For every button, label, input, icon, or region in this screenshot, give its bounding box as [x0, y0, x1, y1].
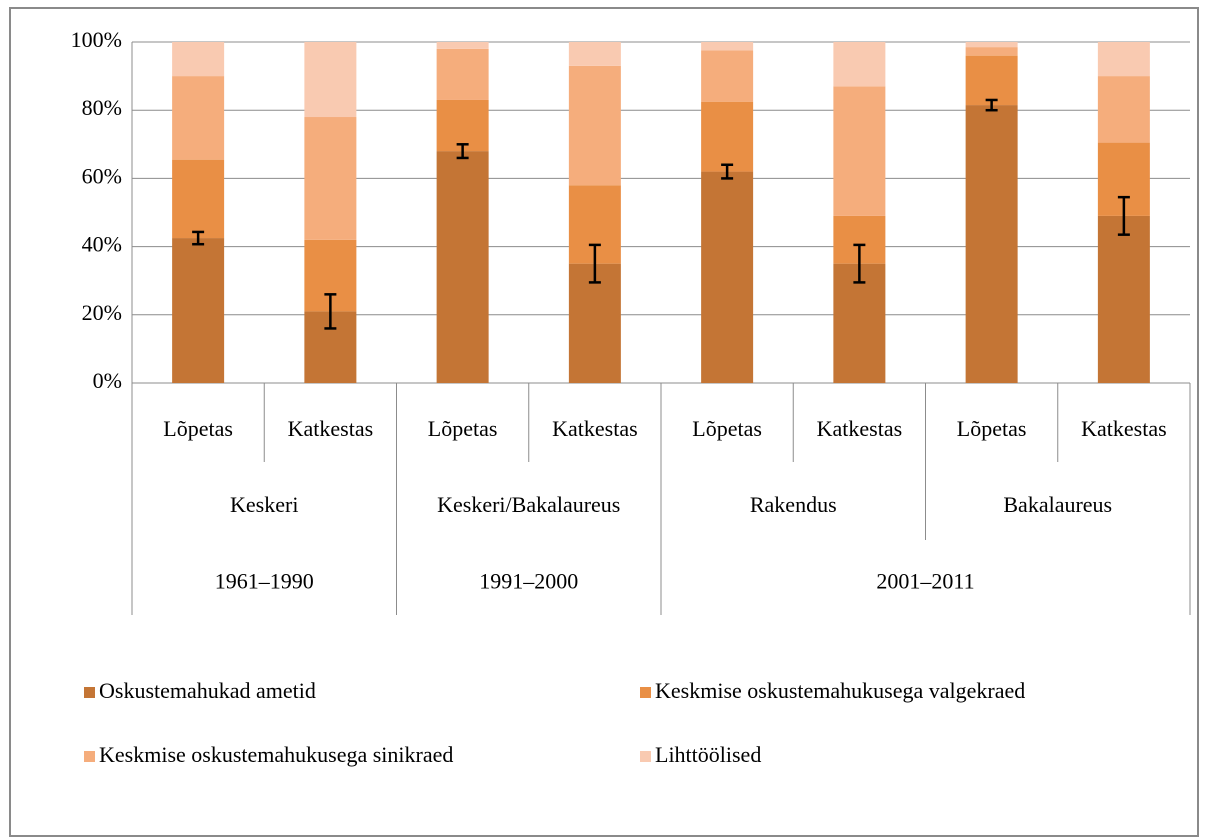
x-tick-label: Lõpetas [428, 416, 498, 441]
x-tick-label: Lõpetas [957, 416, 1027, 441]
error-bar [456, 143, 469, 160]
bar-segment [1097, 76, 1150, 143]
legend-swatch [640, 751, 651, 762]
legend-swatch [84, 687, 95, 698]
bar-segment [304, 117, 357, 240]
legend-label: Lihttöölised [655, 742, 761, 767]
error-bar [324, 293, 337, 330]
legend-label: Keskmise oskustemahukusega sinikraed [99, 742, 453, 767]
group-label: 1961–1990 [215, 569, 314, 594]
bar-segment [701, 101, 754, 172]
error-bar [192, 230, 205, 246]
x-tick-label: Lõpetas [163, 416, 233, 441]
bar-segment [833, 86, 886, 216]
bar-segment [965, 55, 1018, 106]
bar-segment [833, 42, 886, 87]
bar-segment [172, 238, 225, 383]
bar-segment [172, 159, 225, 239]
legend-swatch [84, 751, 95, 762]
legend-label: Keskmise oskustemahukusega valgekraed [655, 678, 1025, 703]
group-label: Keskeri [230, 492, 298, 517]
bar-segment [965, 105, 1018, 384]
group-label: Bakalaureus [1003, 492, 1112, 517]
error-bar [588, 243, 601, 284]
legend-label: Oskustemahukad ametid [99, 678, 316, 703]
x-tick-label: Katkestas [552, 416, 638, 441]
bar-segment [436, 48, 489, 100]
x-tick-label: Katkestas [817, 416, 903, 441]
bar-segment [1097, 215, 1150, 383]
legend-swatch [640, 687, 651, 698]
bar-segment [436, 151, 489, 383]
bar-segment [436, 42, 489, 49]
x-tick-label: Lõpetas [692, 416, 762, 441]
y-tick-label: 60% [82, 163, 122, 188]
error-bar [853, 243, 866, 284]
y-tick-label: 20% [82, 300, 122, 325]
bar-segment [701, 171, 754, 383]
y-tick-label: 80% [82, 95, 122, 120]
bar-segment [965, 47, 1018, 56]
group-label: Keskeri/Bakalaureus [437, 492, 620, 517]
y-tick-label: 40% [82, 232, 122, 257]
bar-segment [568, 65, 621, 186]
group-label: Rakendus [750, 492, 837, 517]
group-label: 2001–2011 [876, 569, 974, 594]
bar-segment [172, 42, 225, 77]
error-bar [985, 98, 998, 112]
bar-segment [172, 76, 225, 160]
error-bar [1117, 195, 1130, 236]
bar-segment [701, 50, 754, 102]
group-label: 1991–2000 [479, 569, 578, 594]
bar-segment [965, 42, 1018, 48]
bar-segment [701, 42, 754, 51]
y-tick-label: 100% [71, 27, 122, 52]
x-tick-label: Katkestas [288, 416, 374, 441]
bar-segment [1097, 42, 1150, 77]
error-bar [721, 163, 734, 180]
y-tick-label: 0% [93, 368, 122, 393]
bar-segment [568, 42, 621, 66]
bar-segment [304, 42, 357, 118]
x-tick-label: Katkestas [1081, 416, 1167, 441]
bar-segment [436, 99, 489, 152]
